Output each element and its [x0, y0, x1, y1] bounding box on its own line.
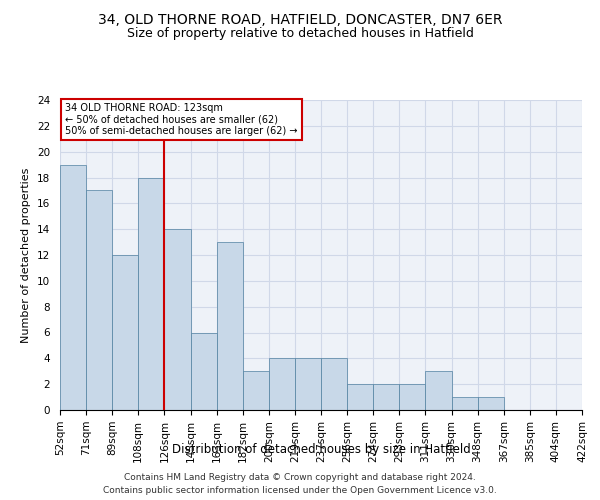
Bar — [60, 164, 86, 410]
Bar — [164, 229, 191, 410]
Bar — [347, 384, 373, 410]
Bar — [112, 255, 139, 410]
Bar — [217, 242, 243, 410]
Bar — [321, 358, 347, 410]
Bar — [295, 358, 321, 410]
Bar — [191, 332, 217, 410]
Text: Contains HM Land Registry data © Crown copyright and database right 2024.: Contains HM Land Registry data © Crown c… — [124, 472, 476, 482]
Bar — [478, 397, 504, 410]
Bar — [269, 358, 295, 410]
Text: Distribution of detached houses by size in Hatfield: Distribution of detached houses by size … — [172, 442, 470, 456]
Bar — [452, 397, 478, 410]
Text: 34 OLD THORNE ROAD: 123sqm
← 50% of detached houses are smaller (62)
50% of semi: 34 OLD THORNE ROAD: 123sqm ← 50% of deta… — [65, 103, 298, 136]
Text: Size of property relative to detached houses in Hatfield: Size of property relative to detached ho… — [127, 28, 473, 40]
Bar — [425, 371, 452, 410]
Text: 34, OLD THORNE ROAD, HATFIELD, DONCASTER, DN7 6ER: 34, OLD THORNE ROAD, HATFIELD, DONCASTER… — [98, 12, 502, 26]
Bar — [243, 371, 269, 410]
Bar — [139, 178, 164, 410]
Text: Contains public sector information licensed under the Open Government Licence v3: Contains public sector information licen… — [103, 486, 497, 495]
Bar — [373, 384, 400, 410]
Y-axis label: Number of detached properties: Number of detached properties — [22, 168, 31, 342]
Bar — [86, 190, 112, 410]
Bar — [400, 384, 425, 410]
